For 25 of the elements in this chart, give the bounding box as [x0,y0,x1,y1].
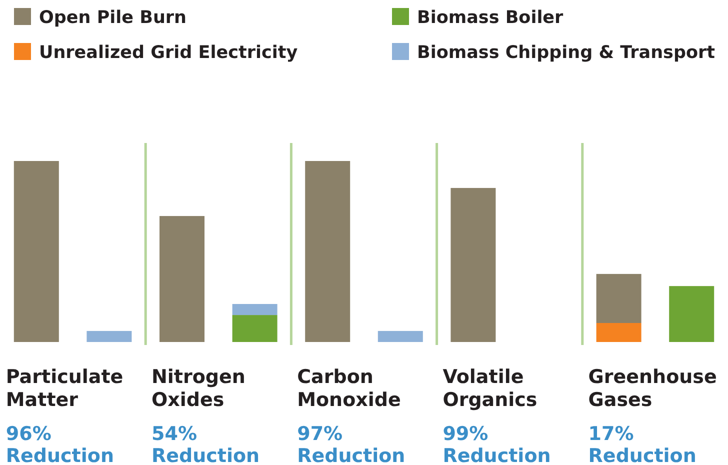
text: 97% Reduction [297,423,406,465]
bar [596,274,642,323]
legend-label: Open Pile Burn [39,8,186,28]
bar [450,188,496,342]
bar [378,330,423,342]
x-tick-label: Carbon Monoxide [297,366,401,411]
bar [160,216,204,342]
x-tick-label: Greenhouse Gases [588,366,717,411]
bar [232,315,278,342]
bar [669,286,714,342]
text: 54% Reduction [152,423,260,465]
legend-label: Biomass Chipping & Transport [417,43,715,63]
text: 96% Reduction [6,423,114,465]
bar [232,304,278,316]
x-tick-label: Nitrogen Oxides [152,366,246,411]
bar [86,330,132,342]
bar [596,322,642,342]
bar [305,161,350,342]
legend-label: Unrealized Grid Electricity [39,43,298,63]
x-tick-label: Volatile Organics [442,366,538,411]
x-tick-label: Particulate Matter [6,366,124,411]
bar [14,161,59,342]
legend-label: Biomass Boiler [417,8,564,28]
text: 99% Reduction [442,423,551,465]
text: 17% Reduction [588,423,696,465]
